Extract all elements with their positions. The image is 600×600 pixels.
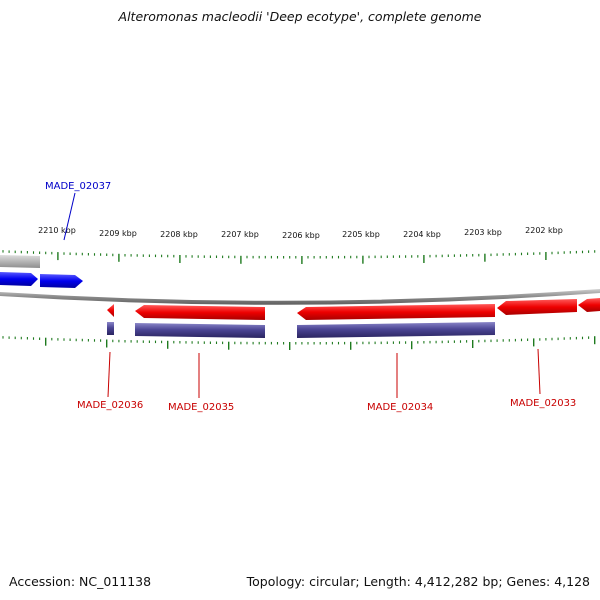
forward-gene-arrow[interactable] — [0, 272, 38, 286]
scale-label-2208: 2208 kbp — [160, 230, 198, 239]
gene-made-02035-arrow[interactable] — [135, 305, 265, 320]
scale-label-2206: 2206 kbp — [282, 231, 320, 240]
leader-made-02033 — [537, 348, 541, 395]
leader-made-02036 — [107, 351, 111, 398]
scale-label-2202: 2202 kbp — [525, 226, 563, 235]
scale-label-2203: 2203 kbp — [464, 228, 502, 237]
lower-scale-ticks — [2, 336, 596, 350]
cds-made-02035[interactable] — [135, 323, 265, 338]
gene-made-02037-arrow[interactable] — [40, 274, 83, 288]
gene-made-02034-arrow[interactable] — [297, 304, 495, 320]
scale-labels: 2210 kbp 2209 kbp 2208 kbp 2207 kbp 2206… — [38, 226, 563, 240]
scale-label-2204: 2204 kbp — [403, 230, 441, 239]
label-leaders — [63, 192, 541, 398]
genome-backbone — [0, 289, 600, 305]
label-made-02037[interactable]: MADE_02037 — [45, 181, 111, 192]
gene-made-02036-arrow[interactable] — [107, 304, 114, 317]
cds-made-02036[interactable] — [107, 322, 114, 335]
summary-text: Topology: circular; Length: 4,412,282 bp… — [246, 574, 590, 589]
reverse-gene-arrow[interactable] — [578, 298, 600, 312]
scale-label-2210: 2210 kbp — [38, 226, 76, 235]
label-made-02036[interactable]: MADE_02036 — [77, 400, 143, 411]
upper-scale-ticks — [2, 250, 596, 264]
cds-made-02034[interactable] — [297, 322, 495, 338]
gene-labels: MADE_02037 MADE_02036 MADE_02035 MADE_02… — [45, 181, 576, 413]
gene-made-02033-arrow[interactable] — [497, 299, 577, 315]
scale-label-2209: 2209 kbp — [99, 229, 137, 238]
scale-label-2207: 2207 kbp — [221, 230, 259, 239]
grey-feature[interactable] — [0, 255, 40, 268]
label-made-02033[interactable]: MADE_02033 — [510, 398, 576, 409]
leader-made-02037 — [63, 192, 76, 241]
map-title: Alteromonas macleodii 'Deep ecotype', co… — [118, 9, 482, 24]
accession-text: Accession: NC_011138 — [9, 574, 152, 589]
scale-label-2205: 2205 kbp — [342, 230, 380, 239]
label-made-02034[interactable]: MADE_02034 — [367, 402, 433, 413]
label-made-02035[interactable]: MADE_02035 — [168, 402, 234, 413]
